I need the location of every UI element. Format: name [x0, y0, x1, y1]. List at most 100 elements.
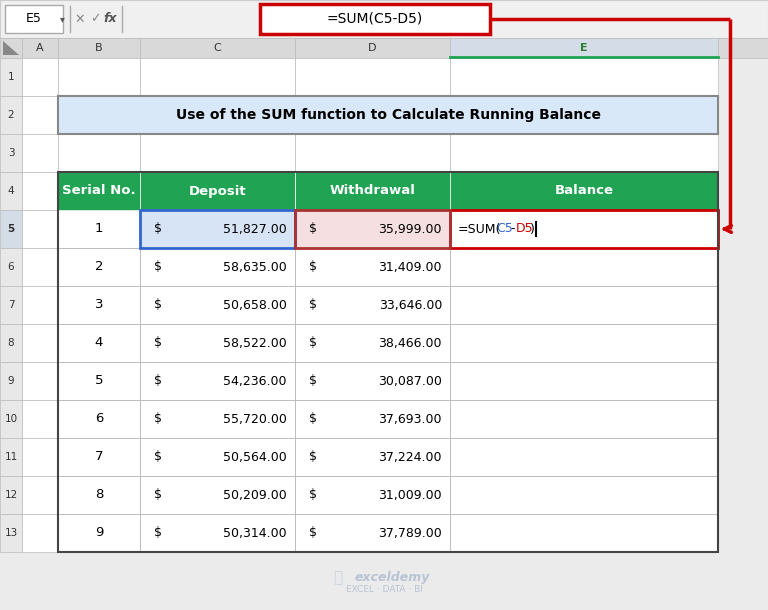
Text: 54,236.00: 54,236.00 [223, 375, 287, 387]
Bar [0, 438, 22, 476]
Bar [58, 438, 140, 476]
Bar [718, 96, 768, 134]
Text: 30,087.00: 30,087.00 [378, 375, 442, 387]
Text: =SUM(: =SUM( [458, 223, 502, 235]
Bar [0, 476, 22, 514]
Text: $: $ [309, 337, 317, 350]
Text: 37,224.00: 37,224.00 [379, 451, 442, 464]
Text: 4: 4 [94, 337, 103, 350]
Bar [450, 210, 718, 248]
Text: $: $ [154, 375, 162, 387]
Bar [5, 5, 63, 33]
Text: D5: D5 [516, 223, 534, 235]
Bar [718, 476, 768, 514]
Text: 50,209.00: 50,209.00 [223, 489, 287, 501]
Bar [295, 210, 450, 248]
Text: $: $ [309, 298, 317, 312]
Bar [450, 324, 718, 362]
Text: 37,693.00: 37,693.00 [379, 412, 442, 426]
Bar [450, 400, 718, 438]
Text: 35,999.00: 35,999.00 [379, 223, 442, 235]
Bar [0, 134, 22, 172]
Bar [140, 438, 295, 476]
Bar [22, 362, 58, 400]
Bar [58, 134, 140, 172]
Bar [295, 210, 450, 248]
Text: 11: 11 [5, 452, 18, 462]
Text: Deposit: Deposit [189, 184, 247, 198]
Bar [0, 286, 22, 324]
Bar [58, 96, 140, 134]
Bar [295, 172, 450, 210]
Text: ✕: ✕ [74, 12, 85, 26]
Bar [0, 248, 22, 286]
Text: 8: 8 [94, 489, 103, 501]
Bar [58, 514, 140, 552]
Bar [58, 438, 140, 476]
Text: $: $ [309, 412, 317, 426]
Bar [22, 286, 58, 324]
Text: 3: 3 [94, 298, 103, 312]
Text: 51,827.00: 51,827.00 [223, 223, 287, 235]
Bar [58, 248, 140, 286]
Bar [718, 172, 768, 210]
Text: 31,009.00: 31,009.00 [379, 489, 442, 501]
Text: 38,466.00: 38,466.00 [379, 337, 442, 350]
Bar [718, 38, 768, 58]
Text: $: $ [309, 260, 317, 273]
Text: 37,789.00: 37,789.00 [379, 526, 442, 539]
Text: 1: 1 [94, 223, 103, 235]
Text: -: - [510, 223, 515, 235]
Bar [58, 400, 140, 438]
Bar [22, 172, 58, 210]
Bar [140, 58, 295, 96]
Bar [140, 438, 295, 476]
Text: 1: 1 [8, 72, 15, 82]
Text: 7: 7 [94, 451, 103, 464]
Text: 10: 10 [5, 414, 18, 424]
Text: Balance: Balance [554, 184, 614, 198]
Bar [58, 172, 140, 210]
Bar [450, 514, 718, 552]
Bar [140, 210, 295, 248]
Text: $: $ [154, 223, 162, 235]
Bar [22, 96, 58, 134]
Bar [450, 58, 718, 96]
Bar [58, 324, 140, 362]
Bar [140, 248, 295, 286]
Bar [450, 134, 718, 172]
Bar [718, 324, 768, 362]
Text: $: $ [154, 298, 162, 312]
Bar [450, 286, 718, 324]
Bar [295, 362, 450, 400]
Bar [718, 134, 768, 172]
Bar [450, 172, 718, 210]
Bar [140, 514, 295, 552]
Bar [22, 514, 58, 552]
Text: $: $ [154, 337, 162, 350]
Bar [718, 514, 768, 552]
Bar [58, 476, 140, 514]
Bar [450, 172, 718, 210]
Text: 2: 2 [8, 110, 15, 120]
Bar [0, 514, 22, 552]
Text: 50,658.00: 50,658.00 [223, 298, 287, 312]
Bar [22, 210, 58, 248]
Bar [0, 38, 22, 58]
Bar [58, 400, 140, 438]
Text: 9: 9 [94, 526, 103, 539]
Text: Use of the SUM function to Calculate Running Balance: Use of the SUM function to Calculate Run… [176, 108, 601, 122]
Bar [22, 476, 58, 514]
Bar [295, 324, 450, 362]
Bar [295, 38, 450, 58]
Bar [22, 248, 58, 286]
Bar [140, 400, 295, 438]
Text: 58,635.00: 58,635.00 [223, 260, 287, 273]
Text: ): ) [530, 223, 535, 235]
Bar [450, 362, 718, 400]
Text: 🏠: 🏠 [333, 570, 343, 586]
Bar [22, 134, 58, 172]
Text: $: $ [309, 375, 317, 387]
Text: ▾: ▾ [60, 14, 65, 24]
Bar [0, 58, 22, 96]
